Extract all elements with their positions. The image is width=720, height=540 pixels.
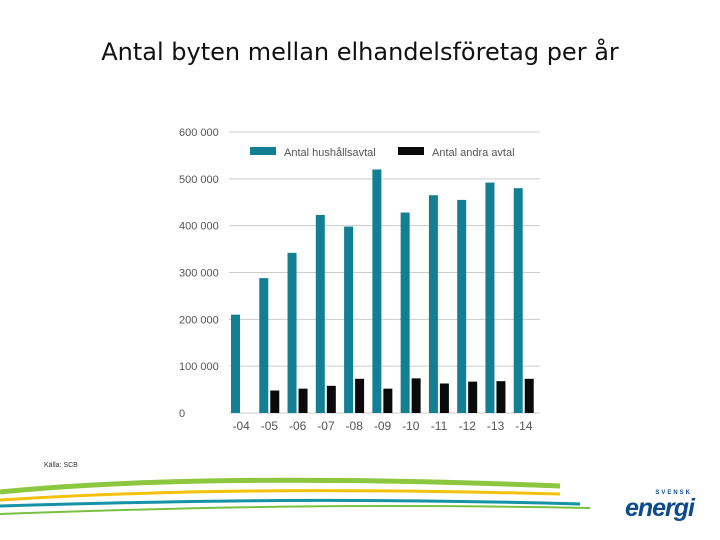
svensk-energi-logo: SVENSK energi [606, 490, 696, 524]
bar-hushallsavtal [428, 195, 438, 413]
bar-hushallsavtal [457, 199, 467, 413]
bar-andra-avtal [439, 383, 449, 413]
bar-hushallsavtal [231, 314, 240, 413]
bar-andra-avtal [326, 385, 336, 413]
legend-swatch [250, 147, 276, 155]
bar-andra-avtal [270, 390, 280, 413]
bar-hushallsavtal [259, 278, 269, 413]
x-tick-label: -14 [515, 419, 533, 433]
bar-hushallsavtal [485, 182, 495, 413]
source-note: Källa: SCB [44, 462, 78, 469]
bar-hushallsavtal [315, 214, 325, 413]
bar-andra-avtal [383, 388, 393, 413]
legend-label: Antal andra avtal [432, 147, 515, 159]
bar-andra-avtal [468, 381, 478, 413]
y-tick-label: 600 000 [179, 127, 219, 139]
y-tick-label: 500 000 [179, 174, 219, 186]
bar-hushallsavtal [344, 226, 354, 413]
y-tick-label: 400 000 [179, 221, 219, 233]
bar-andra-avtal [496, 381, 506, 413]
x-tick-label: -12 [459, 419, 477, 433]
bar-andra-avtal [298, 388, 308, 413]
x-tick-label: -06 [289, 419, 307, 433]
x-tick-label: -13 [487, 419, 505, 433]
legend-label: Antal hushållsavtal [284, 147, 376, 159]
x-tick-label: -08 [346, 419, 364, 433]
x-tick-label: -11 [431, 419, 448, 433]
bar-hushallsavtal [287, 252, 297, 413]
bar-hushallsavtal [400, 212, 410, 413]
y-tick-label: 200 000 [179, 314, 219, 326]
logo-text-small: SVENSK [655, 490, 692, 496]
x-tick-label: -09 [374, 419, 392, 433]
bar-andra-avtal [524, 378, 534, 413]
decorative-swoosh [0, 477, 591, 515]
x-tick-label: -05 [261, 419, 279, 433]
bar-hushallsavtal [372, 169, 382, 413]
bar-andra-avtal [355, 378, 365, 413]
x-tick-label: -10 [402, 419, 420, 433]
slide-title: Antal byten mellan elhandelsföretag per … [101, 38, 619, 66]
x-tick-label: -04 [232, 419, 250, 433]
logo-text-main: energi [624, 494, 695, 522]
y-tick-label: 300 000 [179, 268, 219, 280]
y-tick-label: 0 [179, 408, 185, 420]
bar-andra-avtal [411, 378, 421, 413]
x-tick-label: -07 [317, 419, 335, 433]
legend-swatch [398, 147, 424, 155]
y-tick-label: 100 000 [179, 361, 219, 373]
bar-hushallsavtal [513, 188, 523, 413]
